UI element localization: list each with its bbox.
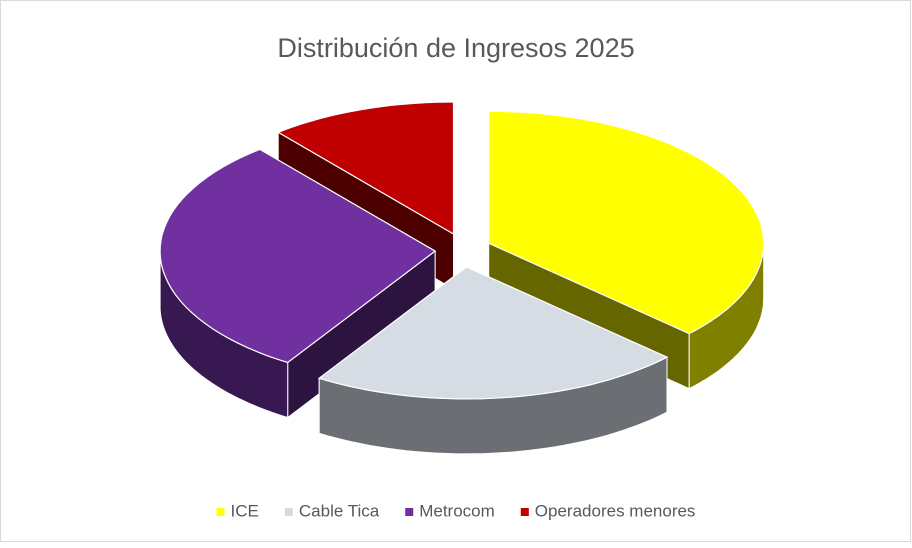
chart-title: Distribución de Ingresos 2025 — [277, 33, 634, 63]
legend-swatch — [520, 508, 529, 516]
legend-label: ICE — [231, 501, 259, 520]
slice — [276, 101, 455, 236]
legend-label: Cable Tica — [299, 501, 380, 520]
slice — [488, 110, 765, 335]
legend-swatch — [216, 508, 225, 516]
slice — [317, 266, 669, 400]
legend-label: Metrocom — [419, 501, 495, 520]
legend-swatch — [284, 508, 293, 516]
slice — [159, 148, 437, 364]
legend-label: Operadores menores — [535, 501, 696, 520]
legend-swatch — [405, 508, 414, 516]
